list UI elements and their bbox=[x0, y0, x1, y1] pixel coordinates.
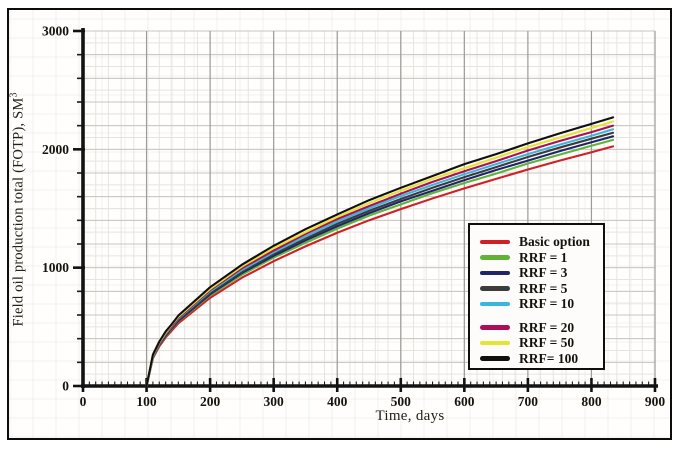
legend-item: RRF = 50 bbox=[480, 335, 603, 351]
legend-item: RRF = 3 bbox=[480, 265, 603, 281]
svg-text:300: 300 bbox=[264, 394, 285, 409]
legend-swatch-basic-option bbox=[480, 239, 510, 244]
svg-text:1000: 1000 bbox=[42, 260, 69, 275]
y-axis-title-text: Field oil production total (FOTP), SM bbox=[10, 97, 27, 327]
legend-item: RRF = 10 bbox=[480, 296, 603, 312]
legend-label: RRF= 100 bbox=[519, 350, 579, 366]
svg-text:900: 900 bbox=[645, 394, 666, 409]
svg-text:800: 800 bbox=[581, 394, 602, 409]
svg-text:3000: 3000 bbox=[42, 24, 69, 39]
svg-text:600: 600 bbox=[454, 394, 475, 409]
svg-text:2000: 2000 bbox=[42, 142, 69, 157]
legend-item: RRF = 20 bbox=[480, 320, 603, 336]
svg-text:0: 0 bbox=[62, 379, 69, 394]
legend-swatch-rrf-3 bbox=[480, 270, 510, 275]
series-line-rrf100 bbox=[145, 116, 615, 388]
legend-swatch-rrf-100 bbox=[480, 356, 510, 361]
legend-item: RRF = 1 bbox=[480, 250, 603, 266]
svg-text:500: 500 bbox=[391, 394, 412, 409]
legend-label: RRF = 20 bbox=[519, 319, 575, 335]
svg-text:700: 700 bbox=[518, 394, 539, 409]
legend-swatch-rrf-10 bbox=[480, 301, 510, 306]
legend-item: RRF= 100 bbox=[480, 351, 603, 367]
legend-swatch-rrf-1 bbox=[480, 255, 510, 260]
legend-label: RRF = 10 bbox=[519, 296, 575, 311]
legend-label: RRF = 5 bbox=[519, 280, 568, 296]
y-axis-title-superscript: 3 bbox=[8, 92, 20, 98]
legend-label: RRF = 3 bbox=[519, 265, 568, 280]
svg-text:400: 400 bbox=[327, 394, 348, 409]
legend-swatch-rrf-50 bbox=[480, 340, 510, 345]
legend-label: Basic option bbox=[519, 234, 590, 249]
svg-text:200: 200 bbox=[200, 394, 221, 409]
legend: Basic option RRF = 1 RRF = 3 RRF = 5 RRF… bbox=[468, 223, 605, 370]
legend-swatch-rrf-5 bbox=[480, 286, 510, 291]
legend-item: RRF = 5 bbox=[480, 281, 603, 297]
svg-text:100: 100 bbox=[136, 394, 157, 409]
x-axis-title: Time, days bbox=[375, 408, 445, 424]
y-axis-title: Field oil production total (FOTP), SM3 bbox=[9, 59, 28, 359]
legend-label: RRF = 50 bbox=[519, 335, 575, 350]
legend-label: RRF = 1 bbox=[519, 249, 568, 265]
legend-swatch-rrf-20 bbox=[480, 325, 510, 330]
legend-item: Basic option bbox=[480, 234, 603, 250]
svg-text:0: 0 bbox=[80, 394, 87, 409]
